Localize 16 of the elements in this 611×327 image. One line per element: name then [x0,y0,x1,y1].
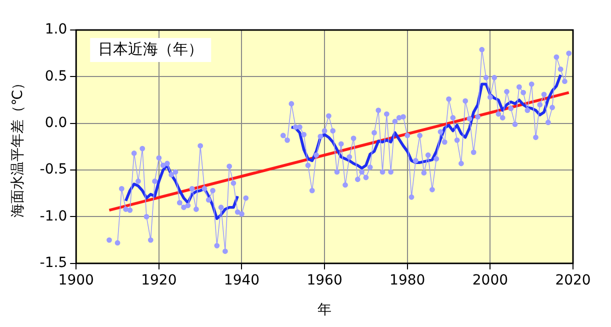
y-tick-label: 0.0 [44,115,68,131]
y-tick-label: -1.5 [40,255,68,272]
y-tick-label: 1.0 [44,22,68,38]
x-tick-label: 2000 [472,272,508,288]
annotation: 日本近海（年） [98,40,204,58]
x-tick-label: 1940 [224,272,260,288]
x-tick-label: 1980 [390,272,426,288]
y-tick-label: -1.0 [40,208,68,224]
x-tick-label: 1900 [58,272,94,288]
y-axis-title: 海面水温平年差（℃） [10,76,26,218]
x-tick-label: 1920 [141,272,177,288]
x-tick-label: 2020 [555,272,591,288]
y-tick-label: -0.5 [40,162,68,178]
y-tick-label: 0.5 [44,68,68,84]
x-axis-title: 年 [318,302,332,318]
x-tick-label: 1960 [306,272,342,288]
